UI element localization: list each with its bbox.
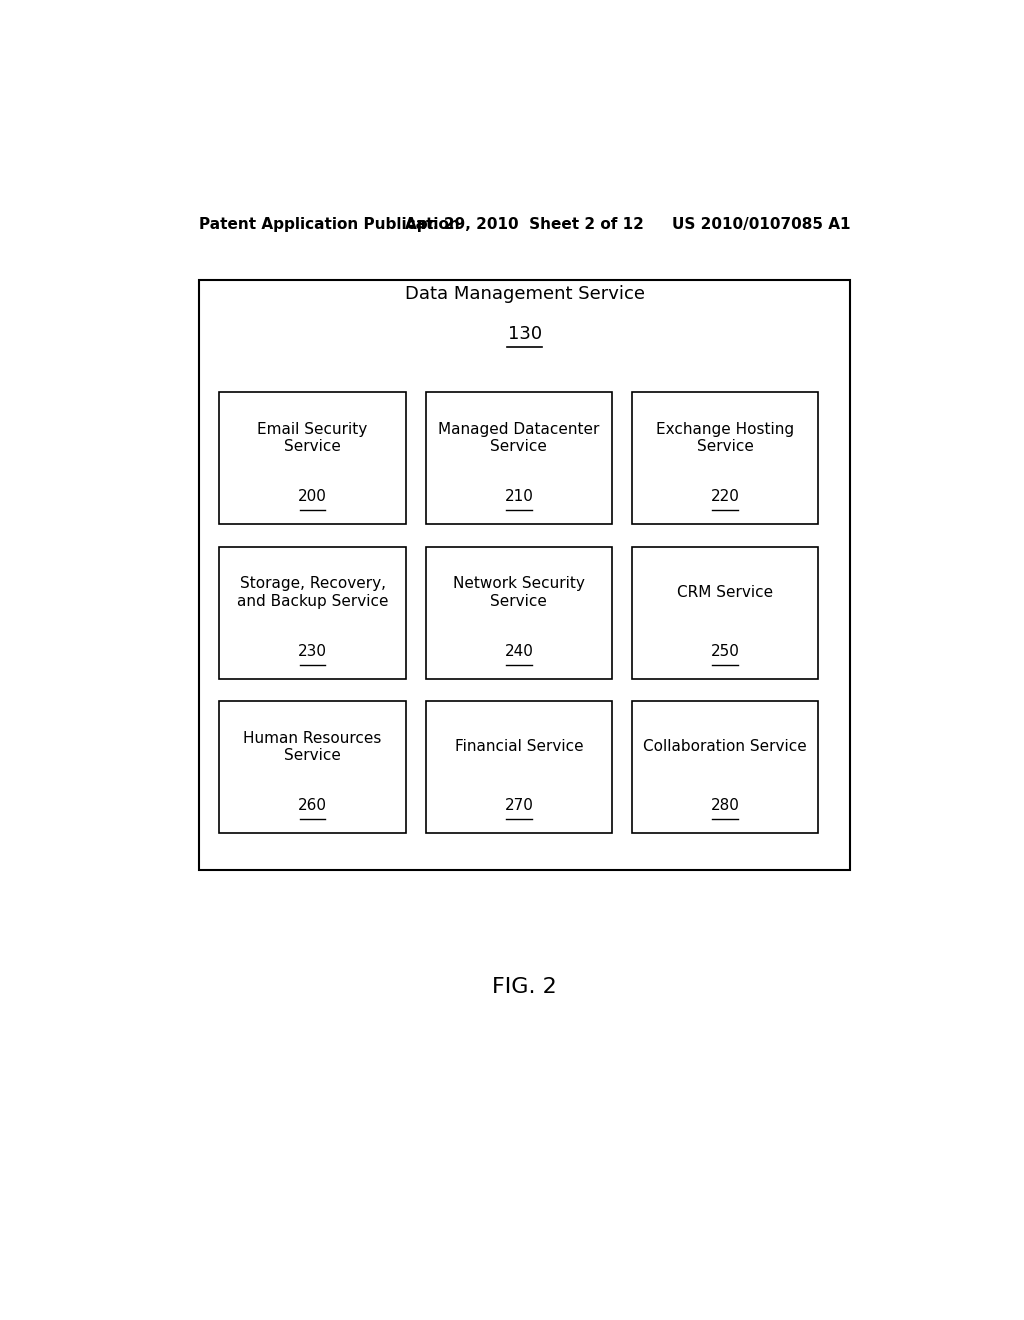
FancyBboxPatch shape: [219, 546, 406, 678]
Text: Financial Service: Financial Service: [455, 739, 583, 755]
Text: 250: 250: [711, 644, 739, 659]
Text: 230: 230: [298, 644, 327, 659]
Text: 130: 130: [508, 325, 542, 343]
Text: 220: 220: [711, 490, 739, 504]
FancyBboxPatch shape: [426, 546, 612, 678]
Text: US 2010/0107085 A1: US 2010/0107085 A1: [672, 216, 850, 232]
Text: 240: 240: [505, 644, 534, 659]
Text: Network Security
Service: Network Security Service: [453, 577, 585, 609]
Text: 280: 280: [711, 799, 739, 813]
Text: Managed Datacenter
Service: Managed Datacenter Service: [438, 421, 599, 454]
FancyBboxPatch shape: [219, 701, 406, 833]
FancyBboxPatch shape: [219, 392, 406, 524]
Text: Data Management Service: Data Management Service: [404, 285, 645, 302]
Text: Email Security
Service: Email Security Service: [257, 421, 368, 454]
FancyBboxPatch shape: [632, 701, 818, 833]
Text: 270: 270: [505, 799, 534, 813]
FancyBboxPatch shape: [632, 392, 818, 524]
Text: FIG. 2: FIG. 2: [493, 977, 557, 997]
Text: Storage, Recovery,
and Backup Service: Storage, Recovery, and Backup Service: [237, 577, 388, 609]
Text: Collaboration Service: Collaboration Service: [643, 739, 807, 755]
FancyBboxPatch shape: [426, 392, 612, 524]
Text: Exchange Hosting
Service: Exchange Hosting Service: [656, 421, 795, 454]
Text: Patent Application Publication: Patent Application Publication: [200, 216, 460, 232]
Text: Human Resources
Service: Human Resources Service: [244, 731, 382, 763]
Text: 200: 200: [298, 490, 327, 504]
Text: CRM Service: CRM Service: [677, 585, 773, 599]
FancyBboxPatch shape: [200, 280, 850, 870]
Text: Apr. 29, 2010  Sheet 2 of 12: Apr. 29, 2010 Sheet 2 of 12: [406, 216, 644, 232]
Text: 210: 210: [505, 490, 534, 504]
Text: 260: 260: [298, 799, 327, 813]
FancyBboxPatch shape: [632, 546, 818, 678]
FancyBboxPatch shape: [426, 701, 612, 833]
